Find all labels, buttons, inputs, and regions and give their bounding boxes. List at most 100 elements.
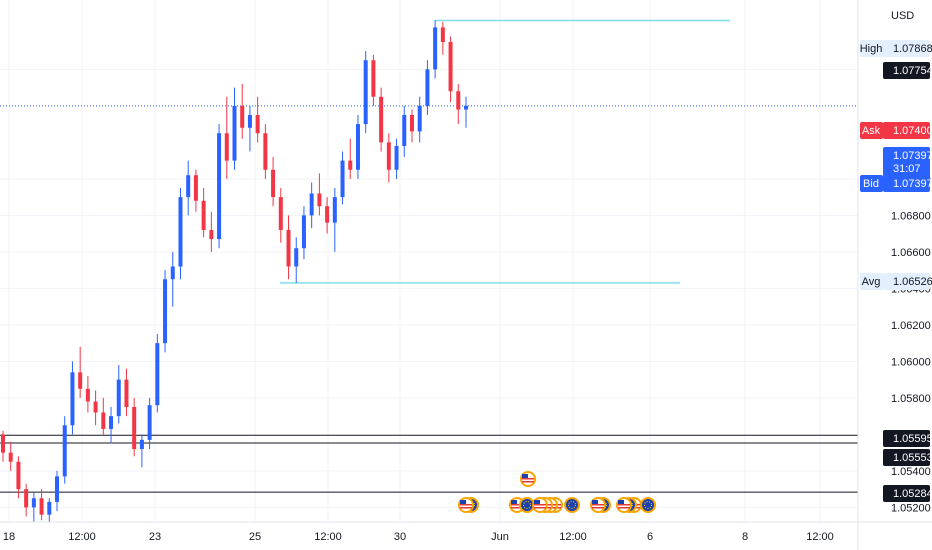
eu-flag-icon[interactable] <box>519 497 535 513</box>
candle-body <box>85 388 90 402</box>
candle-body <box>93 401 98 413</box>
candle-body <box>433 27 438 70</box>
candle-body <box>240 105 245 128</box>
x-tick-label: 8 <box>742 531 748 543</box>
candle-body <box>294 248 299 267</box>
price-tag-value: 1.07400 <box>893 125 932 137</box>
candle-body <box>1 434 5 453</box>
x-tick-label: 25 <box>249 531 261 543</box>
economic-events[interactable] <box>458 471 656 513</box>
currency-label: USD <box>891 10 914 22</box>
candle-body <box>417 105 422 132</box>
candle-body <box>116 379 121 417</box>
candle-body <box>139 439 144 449</box>
y-tick-label: 1.05400 <box>891 466 931 478</box>
price-tag: 1.05284 <box>883 485 932 502</box>
price-tag-value: 1.05284 <box>893 488 932 500</box>
candle-body <box>132 407 137 449</box>
candle-body <box>386 142 391 170</box>
candle-body <box>31 498 36 508</box>
candle-body <box>271 169 276 198</box>
price-tag: 1.06526 Avg <box>860 273 932 290</box>
x-tick-label: 23 <box>149 531 161 543</box>
x-tick-label: Jun <box>491 531 509 543</box>
grid-lines <box>0 0 858 522</box>
trend-lines[interactable] <box>280 19 730 284</box>
price-tag-label: Bid <box>863 178 879 190</box>
candle-body <box>186 175 191 198</box>
time-axis[interactable]: 18 12:00 23 25 12:00 30 Jun 12:00 6 8 12:00 <box>0 521 932 543</box>
candle-body <box>217 133 222 240</box>
candle-body <box>193 175 198 201</box>
candle-body <box>409 114 414 132</box>
candle-body <box>24 489 29 508</box>
price-tag-value: 1.07397 <box>893 150 932 162</box>
candle-body <box>440 27 445 42</box>
candle-body <box>163 279 168 344</box>
us-flag-icon[interactable] <box>520 471 536 487</box>
y-tick-label: 1.05800 <box>891 393 931 405</box>
y-tick-label: 1.06200 <box>891 320 931 332</box>
candle-body <box>78 372 83 389</box>
us-flag-icon[interactable] <box>458 497 474 513</box>
candle-body <box>456 91 461 110</box>
price-tag-value: 1.07397 <box>893 178 932 190</box>
candle-body <box>355 124 360 170</box>
y-tick-label: 1.06000 <box>891 356 931 368</box>
x-tick-label: 30 <box>394 531 406 543</box>
price-tag-value: 1.05553 <box>893 452 932 464</box>
candle-body <box>170 266 175 280</box>
price-tag: 1.07400 Ask <box>860 122 932 139</box>
candle-body <box>332 197 337 223</box>
candle-body <box>55 476 60 502</box>
candle-body <box>301 215 306 249</box>
candle-body <box>394 146 399 170</box>
price-tag: 1.07868 High <box>860 40 932 57</box>
candle-body <box>363 60 368 125</box>
candle-body <box>201 200 206 230</box>
candle-body <box>16 461 21 490</box>
price-tag-label: Avg <box>862 276 881 288</box>
candle-body <box>464 105 468 110</box>
candle-body <box>62 425 67 477</box>
us-flag-icon[interactable] <box>616 497 632 513</box>
candle-body <box>425 69 430 106</box>
candle-body <box>247 114 252 128</box>
eu-flag-icon[interactable] <box>640 497 656 513</box>
candle-body <box>255 114 260 134</box>
support-levels <box>0 434 858 493</box>
us-flag-icon[interactable] <box>532 497 548 513</box>
price-tags: 1.07868High1.077541.07400Ask1.0739731:07… <box>860 40 932 502</box>
candle-body <box>263 133 268 170</box>
candle-body <box>379 96 384 143</box>
price-tag: 1.07397 Bid <box>860 175 932 192</box>
price-tag-value: 1.07868 <box>893 43 932 55</box>
us-flag-icon[interactable] <box>590 497 606 513</box>
price-tag: 1.05595 <box>883 430 932 447</box>
candle-body <box>209 229 214 240</box>
x-tick-label: 12:00 <box>559 531 587 543</box>
candle-body <box>348 160 353 170</box>
candlesticks <box>1 20 468 522</box>
price-tag-value: 1.07754 <box>893 65 932 77</box>
candle-body <box>340 160 345 198</box>
price-tag-value: 1.06526 <box>893 276 932 288</box>
candle-body <box>178 197 183 267</box>
y-tick-label: 1.06800 <box>891 210 931 222</box>
candle-body <box>109 416 114 429</box>
candle-body <box>286 229 291 267</box>
eu-flag-icon[interactable] <box>564 497 580 513</box>
candle-body <box>402 114 407 147</box>
countdown-label: 31:07 <box>893 163 921 175</box>
candle-body <box>147 405 152 440</box>
candle-body <box>325 206 330 223</box>
y-tick-label: 1.06600 <box>891 247 931 259</box>
x-tick-label: 18 <box>3 531 15 543</box>
price-tag: 1.07754 <box>883 62 932 79</box>
candle-body <box>70 372 75 426</box>
price-tag-value: 1.05595 <box>893 433 932 445</box>
y-tick-label: 1.05200 <box>891 502 931 514</box>
candle-body <box>371 60 376 97</box>
